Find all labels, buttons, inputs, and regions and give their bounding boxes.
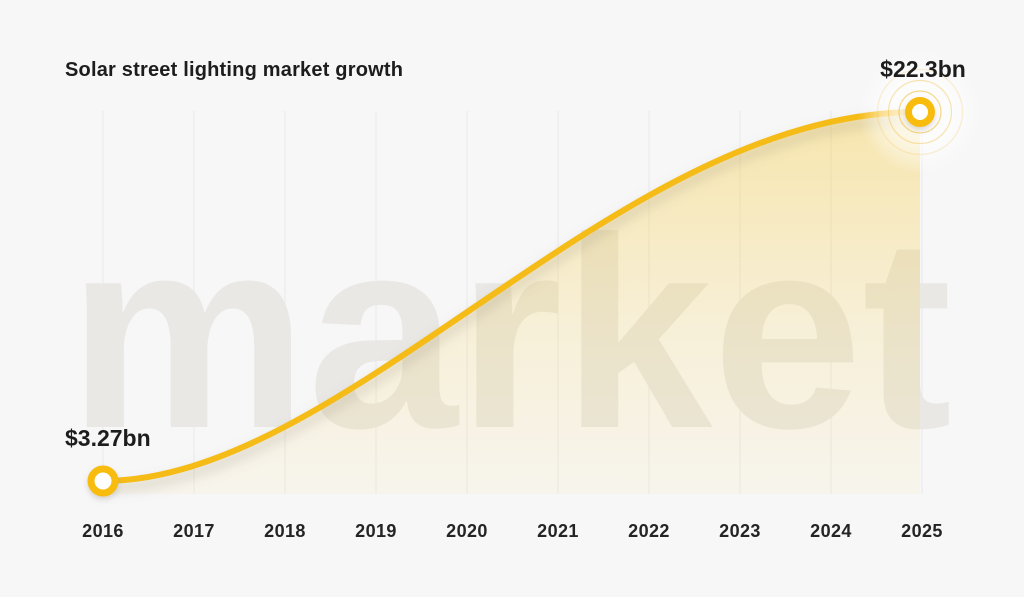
trend-line <box>100 108 923 484</box>
start-value-label: $3.27bn <box>65 425 151 451</box>
chart-title: Solar street lighting market growth <box>65 59 404 81</box>
end-value-label: $22.3bn <box>880 56 966 82</box>
area-fill <box>103 111 920 494</box>
end-point-marker <box>905 97 935 127</box>
start-point-marker <box>87 465 119 497</box>
pulse-rings <box>876 68 964 156</box>
